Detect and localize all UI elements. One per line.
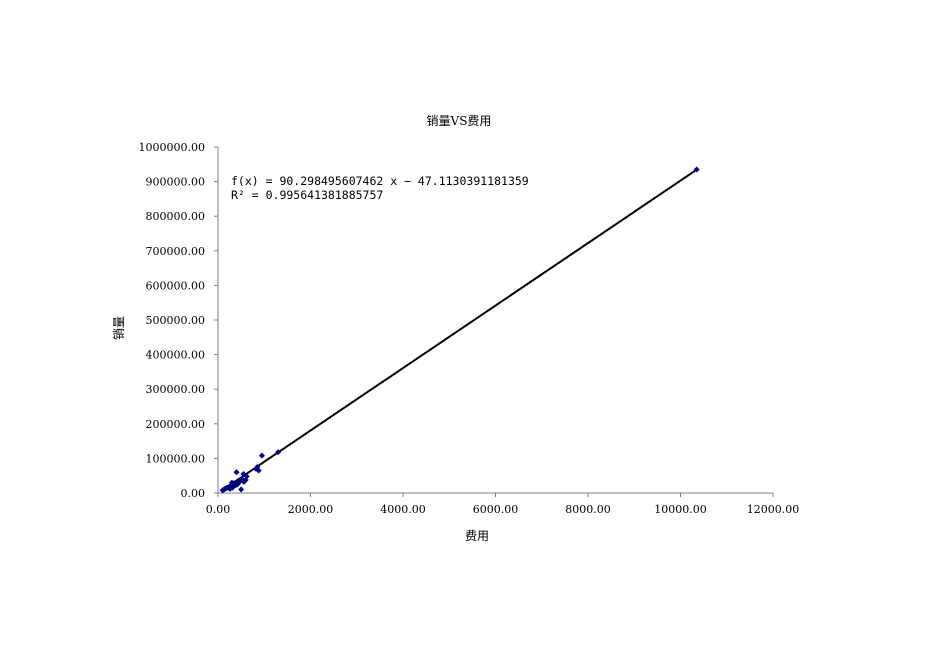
trendline bbox=[222, 168, 698, 491]
data-point bbox=[693, 166, 700, 173]
plot-area: 0.00 100000.00 200000.00 300000.00 400000.00… bbox=[139, 141, 800, 516]
y-tick-label: 500000.00 bbox=[146, 314, 206, 327]
trendline-r-squared: R² = 0.995641381885757 bbox=[231, 188, 383, 202]
y-tick-label: 600000.00 bbox=[146, 279, 206, 292]
x-tick-label: 12000.00 bbox=[747, 503, 800, 516]
data-point bbox=[255, 467, 262, 474]
data-point bbox=[275, 449, 282, 456]
data-point bbox=[242, 476, 249, 483]
x-tick-label: 10000.00 bbox=[654, 503, 707, 516]
y-tick-label: 900000.00 bbox=[146, 176, 206, 189]
y-tick-label: 800000.00 bbox=[146, 210, 206, 223]
x-tick-label: 8000.00 bbox=[565, 503, 611, 516]
y-tick-label: 200000.00 bbox=[146, 418, 206, 431]
x-tick-label: 4000.00 bbox=[380, 503, 426, 516]
data-point bbox=[238, 486, 245, 493]
y-axis-label: 销量 bbox=[112, 316, 126, 340]
data-point bbox=[258, 452, 265, 459]
y-tick-label: 700000.00 bbox=[146, 245, 206, 258]
x-tick-label: 6000.00 bbox=[473, 503, 519, 516]
chart-title: 销量VS费用 bbox=[427, 114, 492, 128]
x-tick-label: 2000.00 bbox=[288, 503, 334, 516]
y-tick-label: 400000.00 bbox=[146, 349, 206, 362]
y-tick-label: 100000.00 bbox=[146, 452, 206, 465]
x-axis-label: 费用 bbox=[465, 529, 489, 543]
trendline-equation: f(x) = 90.298495607462 x − 47.1130391181… bbox=[231, 174, 529, 188]
data-point bbox=[233, 469, 240, 476]
data-point bbox=[229, 484, 236, 491]
data-point bbox=[219, 487, 226, 494]
y-tick-label: 300000.00 bbox=[146, 383, 206, 396]
y-tick-label: 0.00 bbox=[181, 487, 206, 500]
x-tick-label: 0.00 bbox=[206, 503, 231, 516]
y-tick-label: 1000000.00 bbox=[139, 141, 205, 154]
